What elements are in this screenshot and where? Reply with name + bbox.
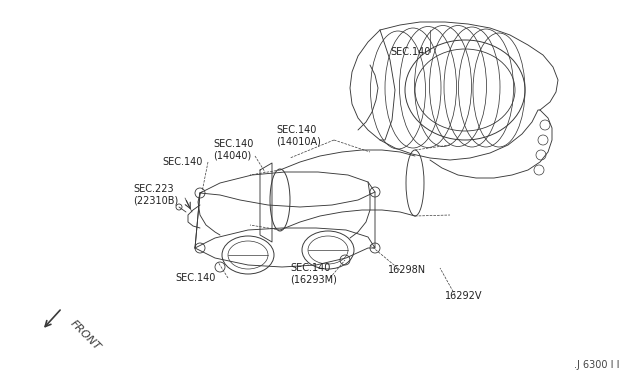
Text: SEC.140
(14040): SEC.140 (14040) xyxy=(213,139,253,161)
Text: 16292V: 16292V xyxy=(445,291,483,301)
Text: SEC.223
(22310B): SEC.223 (22310B) xyxy=(133,184,179,206)
Text: SEC.140: SEC.140 xyxy=(390,47,430,57)
Text: SEC.140: SEC.140 xyxy=(162,157,202,167)
Text: 16298N: 16298N xyxy=(388,265,426,275)
Text: SEC.140: SEC.140 xyxy=(175,273,216,283)
Text: FRONT: FRONT xyxy=(68,318,102,352)
Text: .J 6300 I I: .J 6300 I I xyxy=(575,360,620,370)
Text: SEC.140
(14010A): SEC.140 (14010A) xyxy=(276,125,321,147)
Text: SEC.140
(16293M): SEC.140 (16293M) xyxy=(290,263,337,285)
